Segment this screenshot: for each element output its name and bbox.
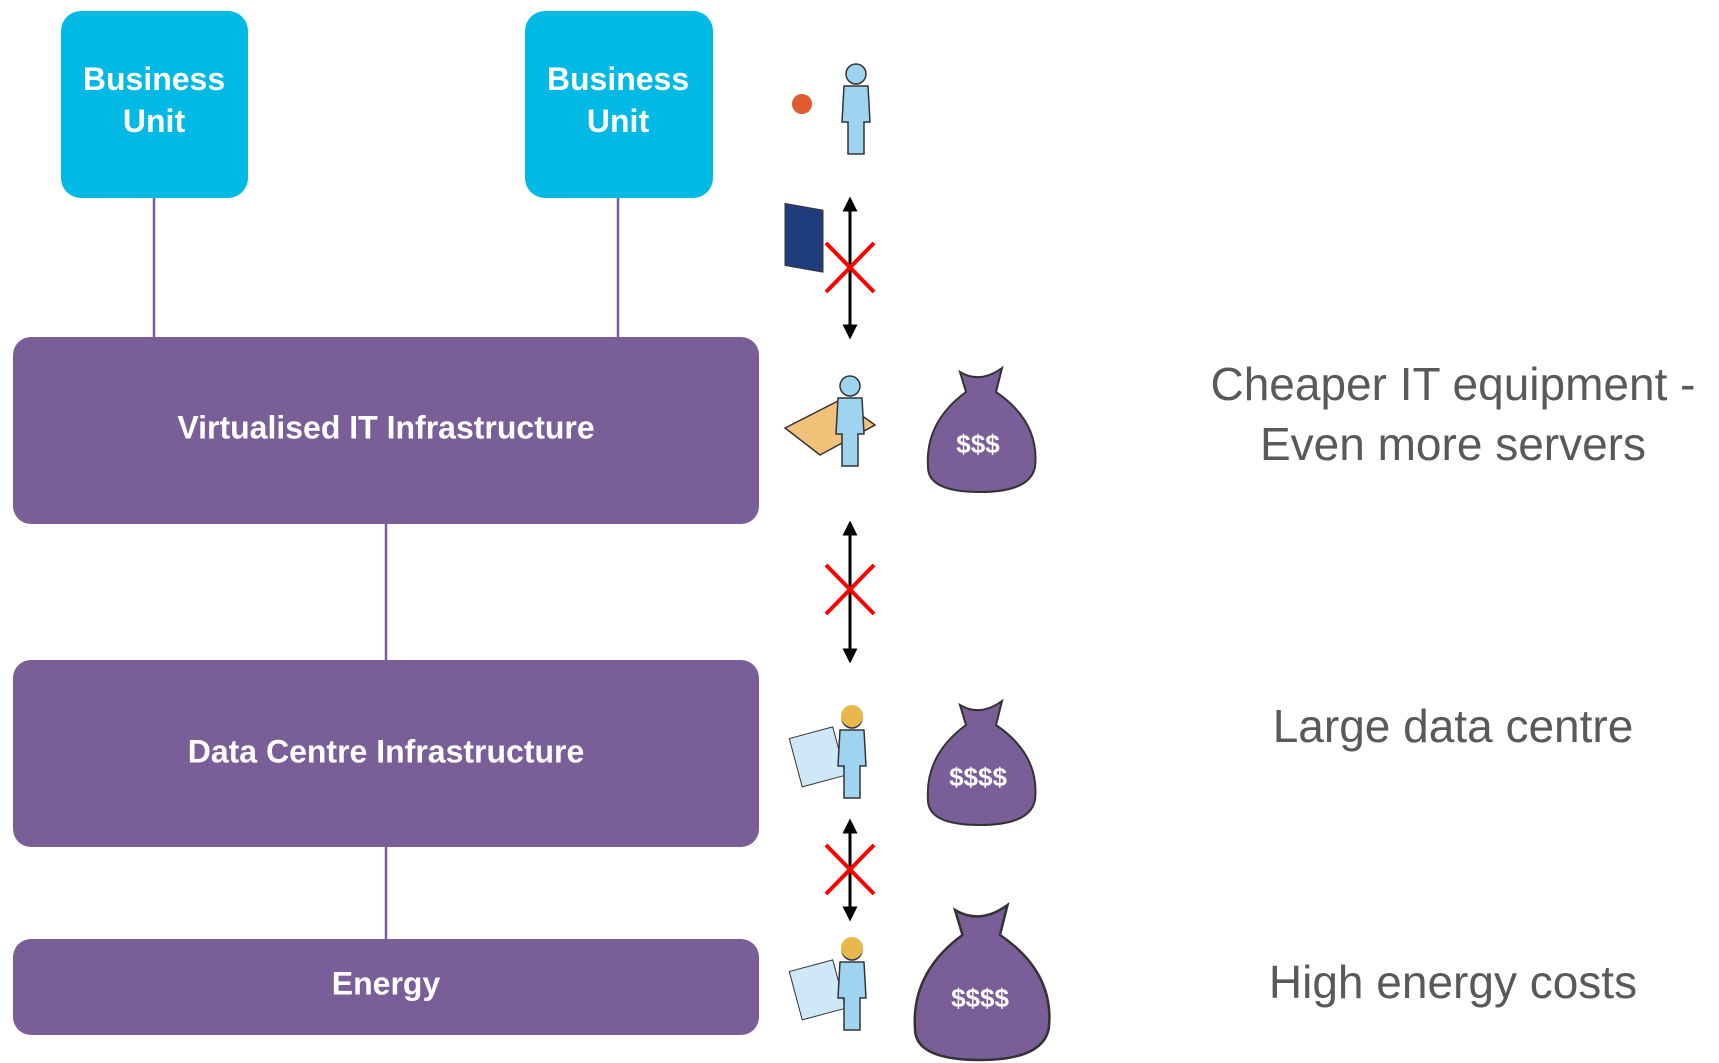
cost-label: $$$$ xyxy=(951,983,1009,1013)
layer-label: Virtualised IT Infrastructure xyxy=(177,409,594,445)
note: Cheaper IT equipment - xyxy=(1211,358,1696,410)
cost-label: $$$ xyxy=(956,429,1000,459)
people-icons xyxy=(783,63,877,1031)
note: Large data centre xyxy=(1273,700,1634,752)
layer-label: Data Centre Infrastructure xyxy=(188,733,585,769)
layer-box xyxy=(13,337,759,524)
layer-box xyxy=(13,939,759,1035)
note: Even more servers xyxy=(1260,418,1646,470)
layer-box xyxy=(13,660,759,847)
layer-label: Energy xyxy=(332,965,441,1001)
business-unit-label: Business Unit xyxy=(547,61,689,139)
connectors xyxy=(152,198,620,939)
cost-label: $$$$ xyxy=(949,762,1007,792)
business-unit-label: Business Unit xyxy=(83,61,225,139)
business-unit xyxy=(61,11,248,198)
business-unit xyxy=(525,11,713,198)
blocked-arrows xyxy=(824,196,876,922)
note: High energy costs xyxy=(1269,956,1637,1008)
